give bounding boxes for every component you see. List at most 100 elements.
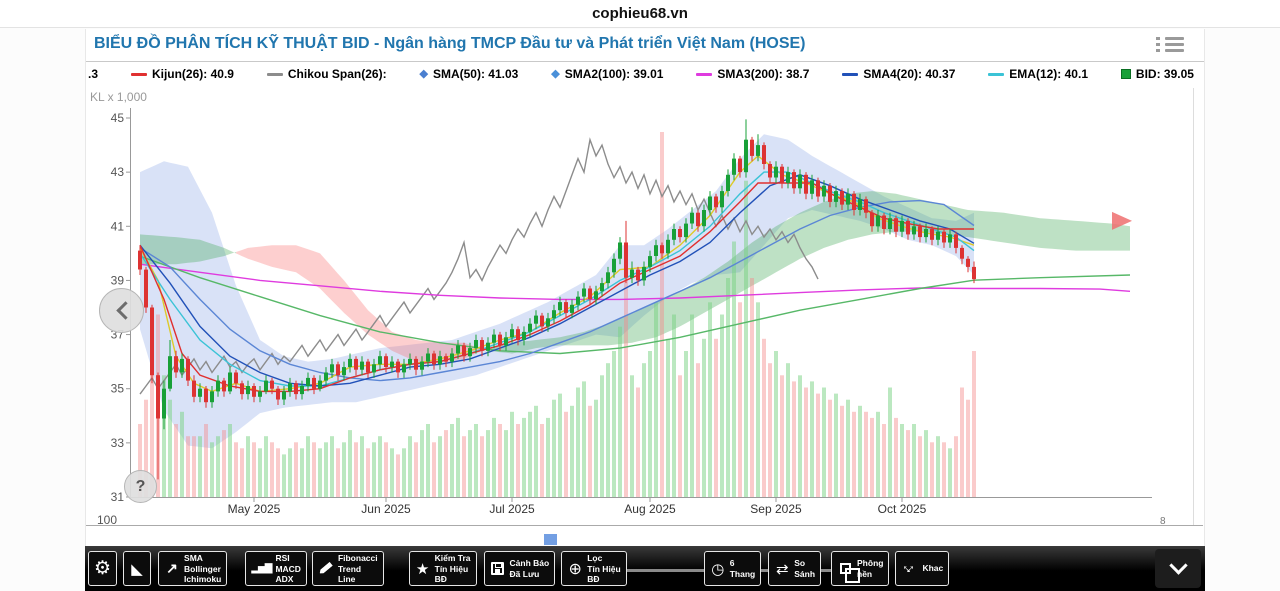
bollinger-band	[140, 134, 974, 449]
drawing-tools-button[interactable]: Fibonacci Trend Line	[311, 551, 384, 586]
lower-pane-scale-right: 8	[1160, 516, 1166, 527]
menu-line	[1156, 49, 1184, 52]
sma200-line	[139, 263, 1131, 301]
overlays-button[interactable]: ↗ SMA Bollinger Ichimoku	[158, 551, 228, 586]
button-label: Lọc Tín Hiệu BĐ	[587, 553, 621, 584]
compare-icon: ⇄	[775, 560, 789, 578]
dash-marker-icon	[842, 72, 859, 76]
menu-line	[1156, 37, 1184, 40]
button-label: Kiểm Tra Tín Hiệu BĐ	[434, 553, 471, 584]
collapse-toolbar-button[interactable]	[1155, 549, 1201, 588]
svg-text:33: 33	[111, 436, 125, 450]
sma50-line	[139, 199, 975, 382]
month-label: Jul 2025	[489, 502, 535, 516]
bars-icon: ▂▅▇	[251, 563, 272, 574]
button-label: RSI MACD ADX	[275, 553, 301, 584]
month-label: Aug 2025	[624, 502, 676, 516]
legend-label: BID: 39.05	[1135, 67, 1194, 81]
volume-bars	[138, 132, 976, 498]
month-label: Oct 2025	[878, 502, 927, 516]
save-icon	[490, 562, 506, 575]
clock-icon: ◷	[711, 560, 725, 578]
chikou-line	[139, 137, 819, 395]
line-chart-icon: ↗	[166, 560, 178, 576]
legend-item[interactable]: Kijun(26): 40.9	[130, 67, 234, 81]
scroll-back-button[interactable]	[99, 288, 144, 333]
legend-label: SMA3(200): 38.7	[717, 67, 810, 81]
pencil-icon	[318, 566, 334, 571]
svg-text:45: 45	[111, 111, 125, 125]
site-header: cophieu68.vn	[0, 0, 1280, 28]
button-label: Cảnh Báo Đã Lưu	[509, 558, 550, 579]
legend-label: EMA(12): 40.1	[1009, 67, 1088, 81]
svg-text:31: 31	[111, 490, 125, 504]
legend-item[interactable]: EMA(12): 40.1	[988, 67, 1088, 81]
toolbar-buttons: ⚙ ◣ ↗ SMA Bollinger Ichimoku ▂▅▇ RSI MACD ADX Fibo…	[85, 551, 1205, 586]
volume-axis-label: KL x 1,000	[90, 90, 147, 104]
more-button[interactable]: ↔ ↔ Khac	[895, 551, 950, 586]
month-label: Jun 2025	[361, 502, 411, 516]
legend-item[interactable]: ◆ SMA(50): 41.03	[419, 67, 518, 81]
button-label: Phông nền	[857, 558, 884, 579]
legend-label: Kijun(26): 40.9	[151, 67, 234, 81]
bottom-toolbar: ⚙ ◣ ↗ SMA Bollinger Ichimoku ▂▅▇ RSI MACD ADX Fibo…	[85, 546, 1205, 591]
indicators-button[interactable]: ▂▅▇ RSI MACD ADX	[245, 551, 307, 586]
chart-legend: .3 Kijun(26): 40.9 Chikou Span(26): ◆ SMA(50…	[86, 62, 1204, 86]
timeframe-button[interactable]: ◷ 6 Thang	[703, 551, 762, 586]
legend-item[interactable]: SMA4(20): 40.37	[842, 67, 955, 81]
month-label: May 2025	[228, 502, 281, 516]
button-label: 6 Thang	[729, 558, 756, 579]
legend-item[interactable]: ◆ SMA2(100): 39.01	[551, 67, 663, 81]
menu-line	[1156, 43, 1184, 46]
filter-signal-button[interactable]: ⊕ Lọc Tín Hiệu BĐ	[561, 551, 627, 586]
layers-icon	[837, 563, 860, 583]
area-chart-icon: ◣	[131, 560, 143, 578]
candlesticks	[138, 119, 976, 480]
chevron-left-icon	[115, 301, 135, 320]
star-icon: ★	[415, 560, 430, 578]
square-marker-icon	[1120, 69, 1131, 79]
diamond-marker-icon: ◆	[551, 68, 560, 80]
legend-item[interactable]: SMA3(200): 38.7	[696, 67, 809, 81]
legend-label: Chikou Span(26):	[287, 67, 387, 81]
signal-marker	[1112, 211, 1132, 230]
legend-label: SMA(50): 41.03	[432, 67, 519, 81]
button-label: Khac	[922, 563, 944, 574]
menu-icon[interactable]	[1156, 37, 1184, 55]
legend-item[interactable]: BID: 39.05	[1120, 67, 1194, 81]
button-label: SMA Bollinger Ichimoku	[184, 553, 222, 584]
sma20-line	[139, 174, 975, 387]
zoom-plus-icon: ⊕	[568, 560, 582, 578]
saved-alerts-button[interactable]: Cảnh Báo Đã Lưu	[483, 551, 556, 586]
title-bar: BIỂU ĐỒ PHÂN TÍCH KỸ THUẬT BID - Ngân hà…	[86, 29, 1204, 62]
hidden-pane-fragment	[544, 534, 557, 545]
help-button[interactable]: ?	[124, 470, 157, 503]
page-title: BIỂU ĐỒ PHÂN TÍCH KỸ THUẬT BID - Ngân hà…	[94, 35, 806, 52]
button-label: So Sánh	[794, 558, 816, 579]
check-signal-button[interactable]: ★ Kiểm Tra Tín Hiệu BĐ	[408, 551, 477, 586]
legend-item[interactable]: Chikou Span(26):	[266, 67, 387, 81]
dash-marker-icon	[696, 72, 713, 76]
expand-icon: ↔ ↔	[899, 557, 919, 578]
legend-label: SMA2(100): 39.01	[564, 67, 664, 81]
legend-label: SMA4(20): 40.37	[863, 67, 956, 81]
chevron-down-icon	[1168, 556, 1188, 575]
diamond-marker-icon: ◆	[419, 68, 428, 80]
svg-text:35: 35	[111, 382, 125, 396]
site-brand: cophieu68.vn	[592, 5, 688, 22]
button-label: Fibonacci Trend Line	[337, 553, 378, 584]
question-icon: ?	[135, 477, 146, 495]
legend-fragment: .3	[88, 67, 99, 81]
svg-text:43: 43	[111, 165, 125, 179]
sma100-line	[139, 255, 1131, 355]
svg-text:39: 39	[111, 273, 125, 287]
settings-button[interactable]: ⚙	[88, 551, 118, 586]
dash-marker-icon	[266, 72, 283, 76]
compare-button[interactable]: ⇄ So Sánh	[768, 551, 822, 586]
background-button[interactable]: Phông nền	[831, 551, 890, 586]
dash-marker-icon	[988, 72, 1005, 76]
chart-type-button[interactable]: ◣	[123, 551, 152, 586]
gear-icon: ⚙	[94, 558, 112, 579]
